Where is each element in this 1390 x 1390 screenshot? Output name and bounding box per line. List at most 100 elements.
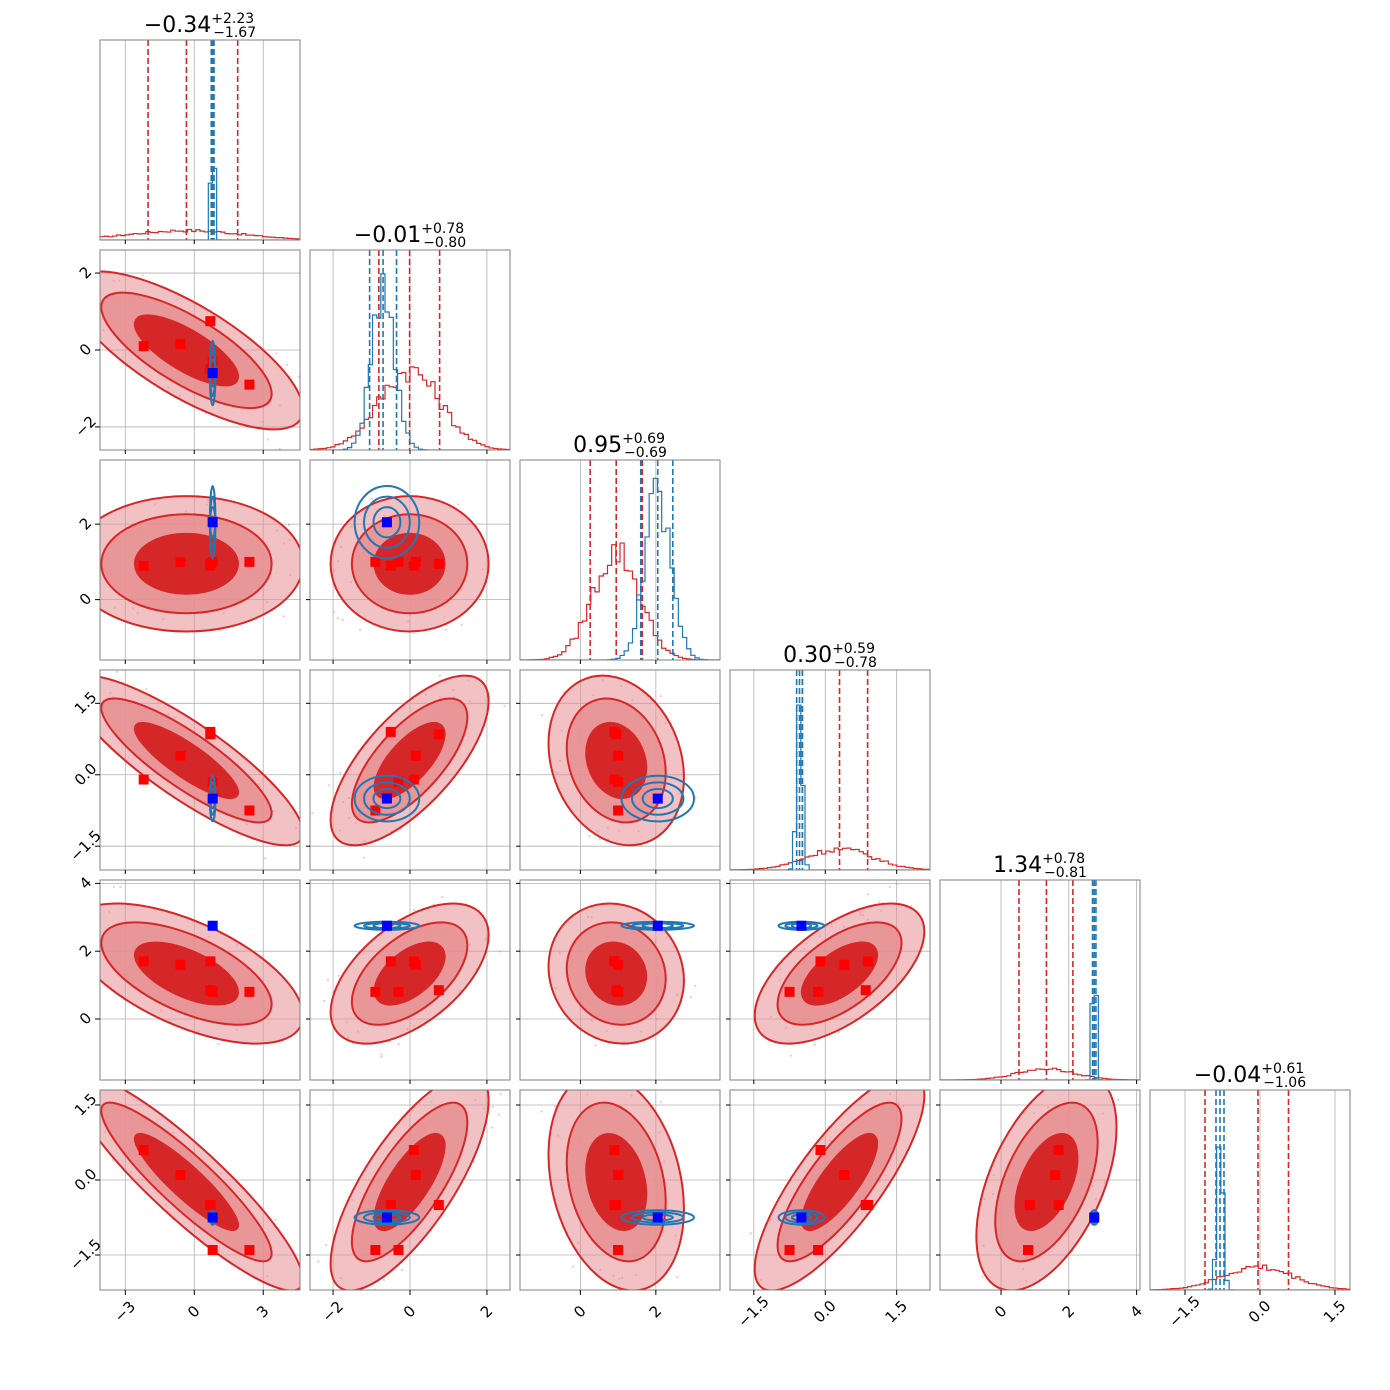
red-sample-point <box>69 718 71 720</box>
red-marker <box>138 774 149 785</box>
blue-marker <box>207 368 218 379</box>
red-sample-point <box>867 893 870 896</box>
hist-panel-4 <box>729 669 931 871</box>
red-sample-point <box>370 497 373 500</box>
param-title-6: −0.04+0.61 −1.06 <box>1194 1061 1306 1091</box>
param-title-3: 0.95+0.69 −0.69 <box>573 431 667 461</box>
blue-marker <box>381 517 392 528</box>
red-marker <box>175 750 186 761</box>
panel-frame <box>939 879 1141 1081</box>
blue-marker <box>381 920 392 931</box>
panel-frame <box>99 669 301 871</box>
panel-frame <box>519 669 721 871</box>
x-tick-label: 3 <box>253 1302 272 1321</box>
red-contour <box>585 941 648 1006</box>
red-sample-point <box>813 1043 816 1047</box>
red-sample-point <box>287 523 291 527</box>
blue-marker <box>207 1212 218 1223</box>
y-tick-label: 4 <box>76 873 95 892</box>
red-sample-point <box>491 1105 494 1109</box>
hist-panel-1 <box>99 39 301 241</box>
red-marker <box>410 750 421 761</box>
red-marker <box>207 356 218 367</box>
x-tick-label: 2 <box>1059 1302 1078 1321</box>
red-marker <box>385 956 396 967</box>
red-sample-point <box>400 1268 404 1271</box>
red-sample-point <box>475 1084 477 1086</box>
red-sample-point <box>540 714 544 717</box>
red-marker <box>244 379 255 390</box>
x-tick-label: 1.5 <box>882 1297 912 1327</box>
red-marker <box>1024 1200 1035 1210</box>
red-sample-point <box>1117 1098 1120 1101</box>
red-sample-point <box>397 1042 400 1046</box>
red-histogram <box>730 847 930 870</box>
red-sample-point <box>362 856 366 859</box>
red-marker <box>815 956 826 967</box>
red-sample-point <box>82 495 84 497</box>
red-sample-point <box>438 674 442 677</box>
red-sample-point <box>275 352 278 355</box>
panel-frame <box>99 459 301 661</box>
red-marker <box>205 956 216 967</box>
blue-contour <box>353 1209 421 1226</box>
red-marker <box>175 339 186 350</box>
blue-marker <box>381 1212 392 1223</box>
red-sample-point <box>112 885 115 888</box>
red-sample-point <box>267 438 270 441</box>
red-sample-point <box>981 1275 984 1278</box>
red-sample-point <box>694 796 697 799</box>
blue-marker <box>796 1212 807 1223</box>
red-sample-point <box>95 244 97 246</box>
red-sample-point <box>339 771 342 774</box>
blue-contour <box>372 506 402 539</box>
red-sample-point <box>90 1115 92 1117</box>
x-tick-label: −1.5 <box>1165 1292 1203 1330</box>
scatter-panel-3-2 <box>309 459 511 661</box>
panel-frame <box>729 1089 931 1291</box>
panel-frame <box>519 1089 721 1291</box>
red-sample-point <box>498 950 502 953</box>
red-sample-point <box>447 662 449 664</box>
red-marker <box>609 1145 620 1155</box>
red-histogram <box>520 542 720 660</box>
red-marker <box>244 1245 255 1255</box>
red-sample-point <box>689 996 693 999</box>
red-marker <box>433 729 444 740</box>
scatter-panel-6-3 <box>519 1089 721 1291</box>
blue-contour <box>641 788 674 810</box>
red-sample-point <box>93 1087 95 1089</box>
red-sample-point <box>837 1031 840 1034</box>
y-tick-label: 0 <box>76 590 95 609</box>
red-marker <box>175 556 186 567</box>
x-tick-label: 0 <box>991 1302 1010 1321</box>
red-sample-point <box>444 628 447 631</box>
red-sample-point <box>89 936 91 938</box>
red-histogram <box>100 228 300 240</box>
red-sample-point <box>903 1083 905 1085</box>
blue-marker <box>652 920 663 931</box>
blue-contour <box>363 495 411 549</box>
red-marker <box>613 1170 624 1180</box>
red-sample-point <box>1054 1294 1056 1296</box>
red-marker <box>410 959 421 970</box>
red-sample-point <box>483 1086 485 1088</box>
scatter-panel-4-3 <box>519 669 721 871</box>
red-marker <box>175 959 186 970</box>
red-marker <box>860 985 871 996</box>
red-marker <box>613 1245 624 1255</box>
red-marker <box>613 805 624 816</box>
red-sample-point <box>274 1218 277 1222</box>
red-marker <box>408 774 419 785</box>
red-sample-point <box>80 728 82 730</box>
scatter-panel-6-5 <box>939 1089 1141 1296</box>
red-marker <box>408 1145 419 1155</box>
blue-marker <box>652 793 663 804</box>
red-marker <box>385 560 396 571</box>
scatter-panel-6-2 <box>309 1084 511 1291</box>
red-sample-point <box>94 735 96 737</box>
red-marker <box>613 776 624 787</box>
y-tick-label: 0.0 <box>71 1165 101 1195</box>
red-sample-point <box>337 974 340 977</box>
